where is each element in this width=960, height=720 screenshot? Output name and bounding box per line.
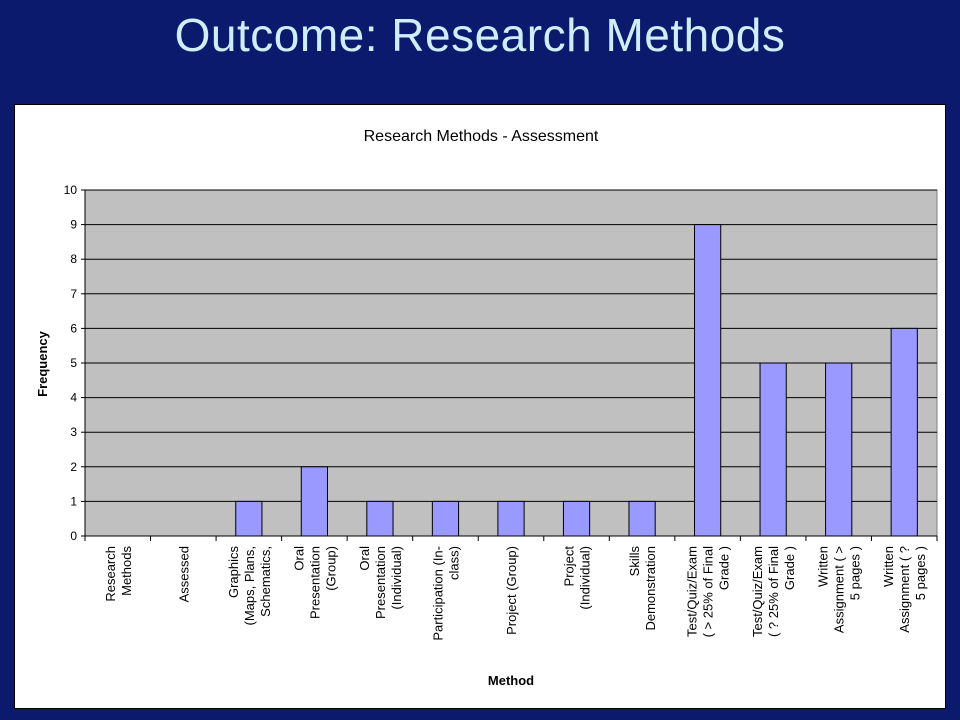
y-tick-label: 1 xyxy=(70,494,77,508)
bar xyxy=(890,327,918,537)
bar xyxy=(825,362,853,537)
x-tick-label-line: Grade ) xyxy=(782,546,797,590)
x-tick-label-line: Oral xyxy=(291,546,306,571)
y-tick-label: 7 xyxy=(70,287,77,301)
x-tick-label-line: (Individual) xyxy=(578,546,593,610)
x-tick-label-line: Written xyxy=(816,546,831,587)
y-tick-label: 4 xyxy=(70,391,77,405)
bar xyxy=(497,500,525,537)
x-tick-label: Project (Individual) xyxy=(562,546,593,610)
x-tick-label-line: ( ? 25% of Final xyxy=(766,546,781,637)
x-tick-label-line: Skills xyxy=(627,546,642,577)
x-tick-label-line: Written xyxy=(881,546,896,587)
y-tick-label: 5 xyxy=(70,356,77,370)
x-tick-label: Project (Group) xyxy=(504,546,519,635)
x-tick-label: Participation (In-class) xyxy=(430,546,461,641)
x-tick-label: Research Methods xyxy=(103,546,134,602)
x-tick-label: Skills Demonstration xyxy=(627,546,658,631)
y-axis-label: Frequency xyxy=(35,330,50,397)
bar xyxy=(628,500,656,537)
bar xyxy=(759,362,787,537)
x-tick-label: Written Assignment ( ? 5 pages ) xyxy=(881,546,928,633)
x-tick-label: Graphics (Maps, Plans, Schematics, xyxy=(226,546,273,626)
x-tick-label-line: Assessed xyxy=(176,546,191,602)
x-tick-label-line: Presentation xyxy=(373,546,388,619)
x-tick-label: Written Assignment ( >5 pages ) xyxy=(816,546,863,633)
x-axis-label: Method xyxy=(488,673,534,688)
x-tick-label: Oral Presentation (Individual) xyxy=(357,546,404,619)
x-tick-label-line: Test/Quiz/Exam xyxy=(685,546,700,637)
x-tick-label-line: Grade ) xyxy=(717,546,732,590)
x-tick-label: Test/Quiz/Exam( ? 25% of Final Grade ) xyxy=(750,546,797,637)
chart-frame: Research Methods - Assessment Frequency … xyxy=(14,104,946,709)
bar xyxy=(366,500,394,537)
y-tick-label: 0 xyxy=(70,529,77,543)
x-tick-label-line: 5 pages ) xyxy=(913,546,928,600)
x-tick-label: Assessed xyxy=(176,546,191,602)
x-tick-label-line: ( > 25% of Final xyxy=(701,546,716,638)
x-tick-label-line: Methods xyxy=(119,546,134,596)
bar xyxy=(694,224,722,537)
x-tick-label-line: Research xyxy=(103,546,118,602)
x-tick-label-line: (Maps, Plans, xyxy=(242,546,257,625)
chart-title: Research Methods - Assessment xyxy=(364,128,599,145)
bar xyxy=(300,466,328,537)
x-tick-label-line: Assignment ( ? xyxy=(897,546,912,633)
x-tick-label-line: 5 pages ) xyxy=(848,546,863,600)
chart-svg: Research Methods - Assessment Frequency … xyxy=(35,128,938,688)
y-tick-label: 10 xyxy=(64,183,78,197)
y-tick-label: 8 xyxy=(70,252,77,266)
bar xyxy=(562,500,591,537)
x-tick-label-line: Project xyxy=(562,546,577,587)
bar xyxy=(235,500,263,537)
x-tick-label-line: Presentation xyxy=(307,546,322,619)
x-tick-label: Test/Quiz/Exam( > 25% of Final Grade ) xyxy=(685,546,732,638)
x-tick-label-line: Demonstration xyxy=(643,546,658,631)
x-tick-label-line: Test/Quiz/Exam xyxy=(750,546,765,637)
x-tick-label-line: Oral xyxy=(357,546,372,571)
x-tick-label-line: Graphics xyxy=(226,546,241,599)
y-tick-label: 9 xyxy=(70,218,77,232)
x-tick-label-line: Participation (In- xyxy=(430,546,445,641)
x-tick-label-line: Assignment ( > xyxy=(832,546,847,633)
y-tick-label: 2 xyxy=(70,460,77,474)
slide-title: Outcome: Research Methods xyxy=(174,9,786,61)
plot-area: 0 1 2 3 4 5 6 7 8 9 10 Research Methods Assessed Graph… xyxy=(64,183,938,641)
x-tick-label-line: Project (Group) xyxy=(504,546,519,635)
x-tick-label-line: class) xyxy=(446,546,461,580)
x-tick-label-line: (Group) xyxy=(323,546,338,591)
bar xyxy=(431,500,460,537)
x-tick-label-line: Schematics, xyxy=(258,546,273,617)
y-tick-label: 3 xyxy=(70,425,77,439)
y-tick-label: 6 xyxy=(70,321,77,335)
x-tick-label-line: (Individual) xyxy=(389,546,404,610)
x-tick-label: Oral Presentation (Group) xyxy=(291,546,338,619)
